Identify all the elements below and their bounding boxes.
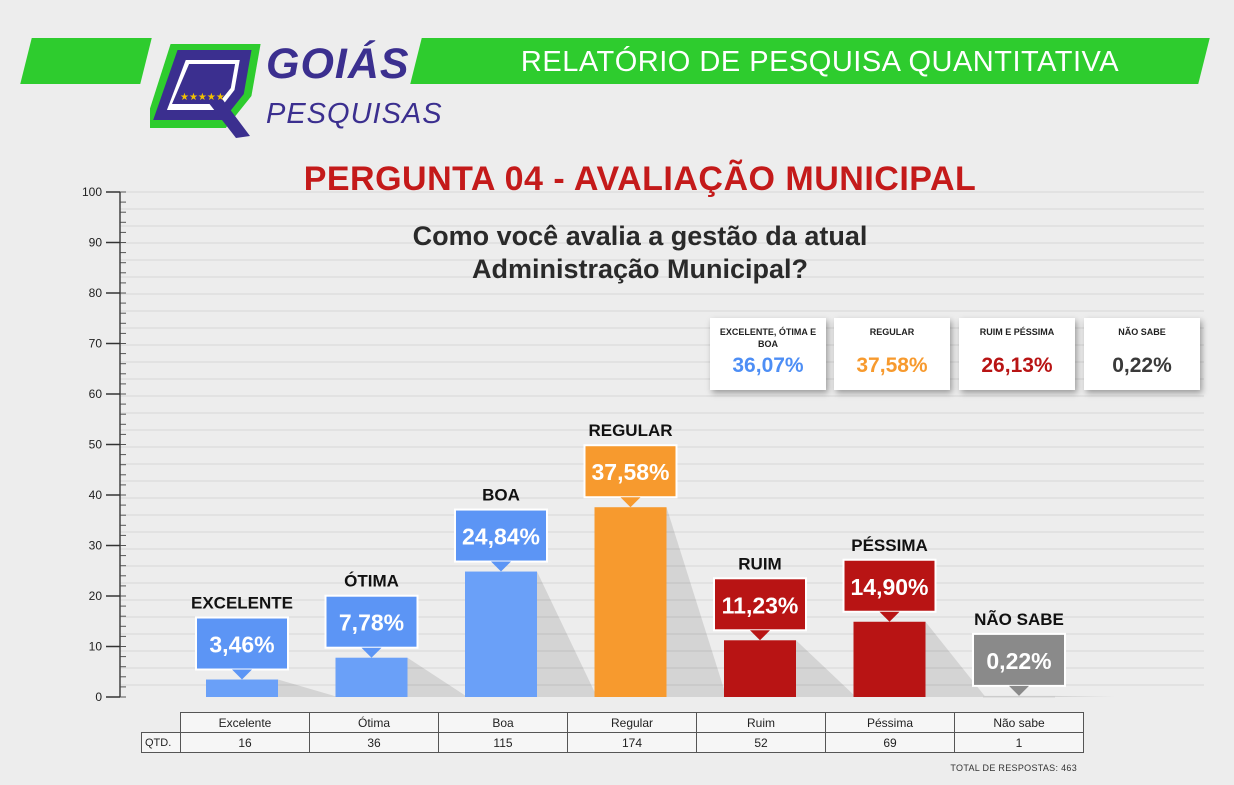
data-label: 14,90% xyxy=(850,574,928,600)
y-tick-label: 100 xyxy=(82,185,102,199)
summary-label: EXCELENTE, ÓTIMA E BOA xyxy=(719,327,817,349)
question-text: Como você avalia a gestão da atual Admin… xyxy=(340,220,940,286)
y-tick-label: 60 xyxy=(89,387,103,401)
value-bubble-pointer xyxy=(879,611,900,622)
data-label: 7,78% xyxy=(339,610,404,636)
logo-brand: GOIÁS xyxy=(266,40,410,88)
y-tick-label: 70 xyxy=(89,337,103,351)
value-bubble xyxy=(972,632,1066,687)
category-title: PÉSSIMA xyxy=(851,536,928,555)
table-cell: 69 xyxy=(825,732,955,753)
summary-value: 37,58% xyxy=(856,354,928,377)
table-row: QTD. 16 36 115 174 52 69 1 xyxy=(141,732,1084,753)
bar-shadow xyxy=(1055,695,1115,697)
category-title: RUIM xyxy=(738,554,781,573)
table-header-cell: Ótima xyxy=(309,712,439,733)
table-header-cell: Regular xyxy=(567,712,697,733)
summary-label: NÃO SABE xyxy=(1118,327,1166,337)
value-bubble-pointer xyxy=(1009,685,1029,696)
summary-label: RUIM E PÉSSIMA xyxy=(979,327,1055,337)
summary-unknown-card: NÃO SABE 0,22% xyxy=(1084,318,1200,390)
bar xyxy=(853,621,926,697)
table-row-label: QTD. xyxy=(141,732,181,753)
y-tick-label: 40 xyxy=(89,488,103,502)
table-header-cell: Excelente xyxy=(180,712,310,733)
table-cell: 16 xyxy=(180,732,310,753)
y-tick-label: 20 xyxy=(89,589,103,603)
bar-shadow xyxy=(925,621,986,697)
svg-text:★★★★★: ★★★★★ xyxy=(180,92,225,103)
data-label: 24,84% xyxy=(462,524,540,550)
summary-value: 36,07% xyxy=(732,354,804,377)
y-tick-label: 90 xyxy=(89,236,103,250)
summary-label: REGULAR xyxy=(869,327,915,337)
logo-subtitle: PESQUISAS xyxy=(266,98,443,130)
question-line-1: Como você avalia a gestão da atual xyxy=(412,221,868,251)
summary-value: 26,13% xyxy=(981,354,1053,377)
summary-positive-card: EXCELENTE, ÓTIMA E BOA 36,07% xyxy=(710,318,826,390)
category-title: ÓTIMA xyxy=(344,572,399,591)
value-bubble-pointer xyxy=(620,497,641,508)
bar xyxy=(465,571,537,697)
bar xyxy=(983,695,1055,698)
y-tick-label: 30 xyxy=(89,539,103,553)
data-label: 37,58% xyxy=(591,459,669,485)
value-bubble-pointer xyxy=(491,561,511,572)
table-cell: 174 xyxy=(567,732,697,753)
bar-shadow xyxy=(407,657,468,697)
summary-negative-card: RUIM E PÉSSIMA 26,13% xyxy=(959,318,1075,390)
table-cell: 52 xyxy=(696,732,826,753)
table-header-cell: Não sabe xyxy=(954,712,1084,733)
y-tick-label: 80 xyxy=(89,286,103,300)
bar xyxy=(724,640,796,697)
value-bubble-pointer xyxy=(232,669,252,680)
total-responses: TOTAL DE RESPOSTAS: 463 xyxy=(950,763,1077,773)
quantity-table: Excelente Ótima Boa Regular Ruim Péssima… xyxy=(141,712,1084,753)
table-header-cell: Boa xyxy=(438,712,568,733)
category-title: REGULAR xyxy=(588,421,672,440)
value-bubble xyxy=(713,577,807,632)
table-header-row: Excelente Ótima Boa Regular Ruim Péssima… xyxy=(141,712,1084,733)
question-line-2: Administração Municipal? xyxy=(471,254,809,284)
report-title: RELATÓRIO DE PESQUISA QUANTITATIVA xyxy=(520,46,1120,78)
data-label: 3,46% xyxy=(209,632,274,658)
y-tick-label: 10 xyxy=(89,640,103,654)
bar-shadow xyxy=(666,507,727,697)
y-tick-label: 0 xyxy=(95,690,102,704)
question-title: PERGUNTA 04 - AVALIAÇÃO MUNICIPAL xyxy=(303,160,977,198)
value-bubble xyxy=(583,444,678,499)
logo-q-icon: ★★★★★ xyxy=(150,44,261,138)
category-title: BOA xyxy=(482,486,520,505)
bar xyxy=(206,679,278,697)
summary-regular-card: REGULAR 37,58% xyxy=(834,318,950,390)
table-cell: 1 xyxy=(954,732,1084,753)
table-header-cell: Ruim xyxy=(696,712,826,733)
value-bubble xyxy=(195,616,289,671)
bar-shadow xyxy=(537,571,597,697)
data-label: 11,23% xyxy=(722,592,799,618)
data-label: 0,22% xyxy=(986,648,1051,674)
value-bubble-pointer xyxy=(750,630,770,641)
bar xyxy=(594,507,667,697)
y-tick-label: 50 xyxy=(89,438,103,452)
summary-value: 0,22% xyxy=(1112,354,1172,377)
category-title: EXCELENTE xyxy=(191,594,293,613)
bar-shadow xyxy=(796,640,856,697)
bar xyxy=(335,657,408,697)
table-cell: 36 xyxy=(309,732,439,753)
table-cell: 115 xyxy=(438,732,568,753)
category-title: NÃO SABE xyxy=(974,609,1064,629)
value-bubble xyxy=(454,508,548,563)
bar-shadow xyxy=(278,679,338,697)
table-header-cell: Péssima xyxy=(825,712,955,733)
value-bubble-pointer xyxy=(361,647,382,658)
